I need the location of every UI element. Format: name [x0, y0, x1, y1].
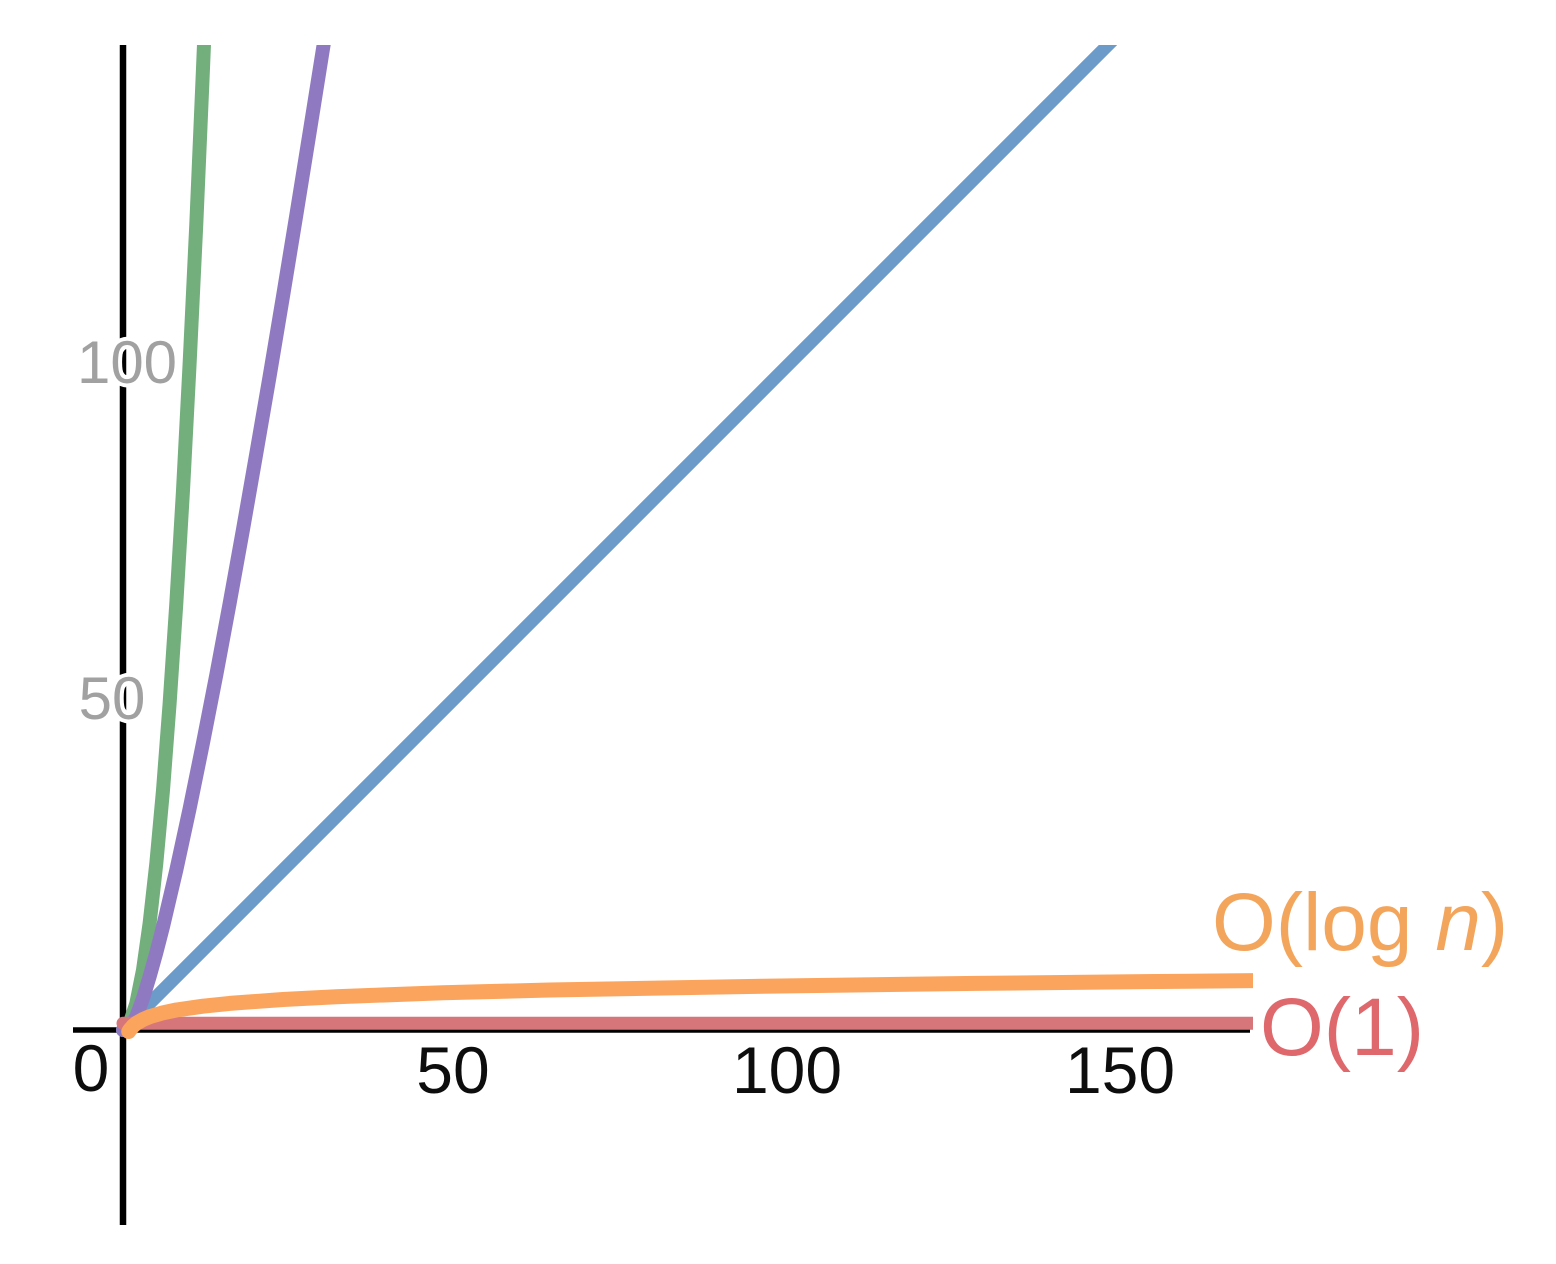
- series-o-n-log-n: [116, 45, 331, 1037]
- x-tick-label-50: 50: [416, 1033, 490, 1107]
- curves-layer: [116, 45, 1253, 1039]
- series-label-o-1: O(1): [1260, 982, 1424, 1073]
- series-o-n-squared: [116, 45, 211, 1037]
- y-tick-label-50: 50: [78, 665, 146, 732]
- x-tick-label-150: 150: [1064, 1033, 1176, 1107]
- series-o-n: [116, 45, 1118, 1037]
- o-log-n-label-suffix: ): [1480, 877, 1509, 968]
- x-tick-label-100: 100: [731, 1033, 843, 1107]
- series-o-log-n: [121, 973, 1253, 1039]
- o-log-n-label-prefix: O(log: [1212, 877, 1436, 968]
- series-label-o-log-n: O(log n): [1212, 882, 1508, 964]
- o-log-n-label-variable: n: [1435, 877, 1481, 968]
- y-tick-label-100: 100: [76, 329, 178, 396]
- x-tick-label-0: 0: [72, 1031, 110, 1105]
